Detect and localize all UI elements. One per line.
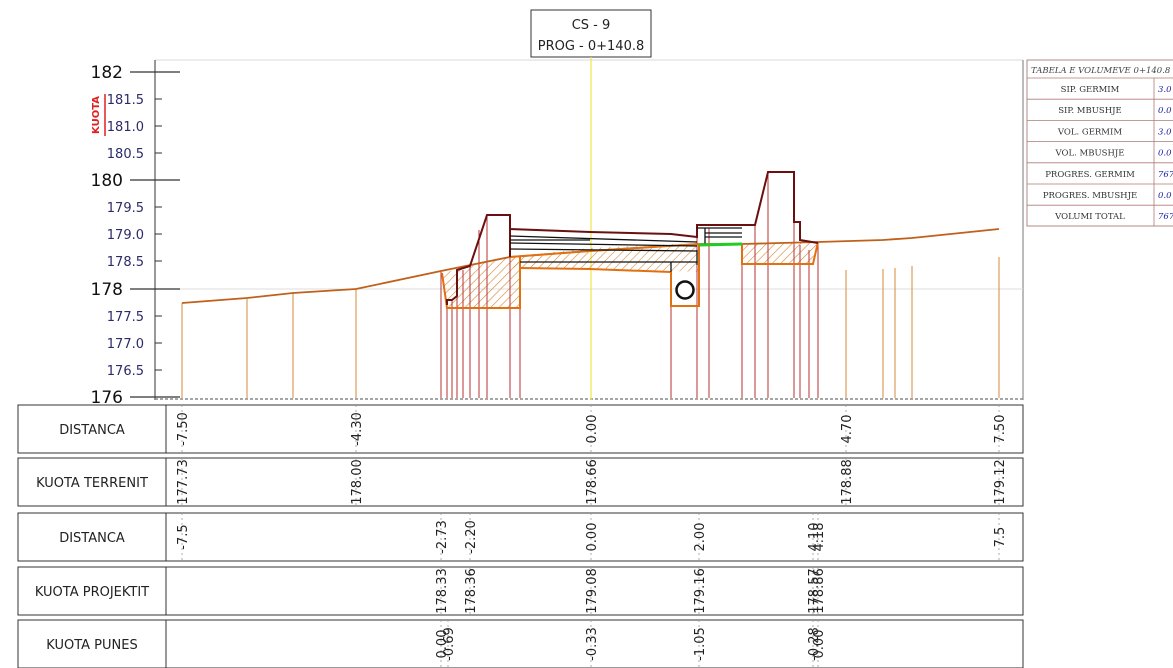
volume-row-value: 3.0 — [1158, 127, 1172, 137]
profile-row-value: -0.33 — [585, 627, 600, 661]
pavement-layers — [509, 227, 742, 272]
profile-row-value: -7.5 — [176, 524, 191, 549]
profile-row: DISTANCA -7.5 -2.73 -2.20 0.00 2.00 4.104.18 7.… — [17, 512, 1024, 562]
profile-row-value: -0.69 — [442, 627, 457, 661]
volume-row-label: PROGRES. GERMIM — [1045, 170, 1135, 180]
profile-row-value: 0.00 — [585, 415, 600, 444]
profile-row-title: DISTANCA — [59, 423, 125, 438]
station-dropdown-lines — [181, 172, 1000, 398]
profile-row-title: DISTANCA — [59, 531, 125, 546]
volume-row-label: SIP. MBUSHJE — [1058, 106, 1122, 116]
profile-row-title: KUOTA PROJEKTIT — [35, 585, 149, 600]
axis-tick-label: 178.5 — [107, 255, 144, 270]
profile-row-value: 178.33 — [435, 568, 450, 614]
volume-row-value: 0.0 — [1158, 191, 1172, 201]
profile-row-value: 4.18 — [812, 523, 827, 552]
profile-row-value: -4.30 — [350, 412, 365, 446]
volume-row-value: 767 — [1158, 212, 1173, 222]
profile-row-value: -2.73 — [435, 520, 450, 554]
volume-row-value: 0.0 — [1158, 106, 1172, 116]
axis-tick-label: 180 — [91, 171, 123, 191]
profile-row-value: -2.20 — [464, 520, 479, 554]
profile-row: KUOTA TERRENIT 177.73 178.00 178.66 178.88 17… — [17, 457, 1024, 507]
green-edge-strip — [698, 242, 743, 247]
volume-row-label: PROGRES. MBUSHJE — [1043, 191, 1137, 201]
profile-row-value: 177.73 — [176, 459, 191, 505]
elevation-axis: 182 181.5 181.0 180.5 180 179.5 179.0 178.5 178 1… — [91, 63, 180, 408]
profile-row-value: 178.36 — [464, 568, 479, 614]
section-header: CS - 9 PROG - 0+140.8 — [530, 9, 652, 58]
axis-tick-label: 179.5 — [107, 201, 144, 216]
volume-row-label: VOLUMI TOTAL — [1054, 212, 1125, 222]
profile-row-value: 0.00 — [585, 523, 600, 552]
axis-title-text: KUOTA — [91, 96, 102, 134]
profile-row: KUOTA PUNES 0.00-0.69 -0.33 -1.05 -0.280.00 — [17, 619, 1024, 668]
profile-row-value: 2.00 — [693, 523, 708, 552]
volume-table-title: TABELA E VOLUMEVE 0+140.8 — [1031, 66, 1171, 76]
axis-tick-label: 182 — [91, 63, 123, 83]
profile-row-value: 0.00 — [812, 630, 827, 659]
profile-row-value: -7.50 — [176, 412, 191, 446]
axis-tick-label: 178 — [91, 280, 123, 300]
profile-row-value: 179.16 — [693, 568, 708, 614]
section-id: CS - 9 — [572, 18, 611, 33]
axis-tick-label: 181.5 — [107, 93, 144, 108]
volume-row-label: VOL. GERMIM — [1057, 127, 1122, 137]
axis-tick-label: 179.0 — [107, 228, 144, 243]
profile-row-value: 178.66 — [585, 459, 600, 505]
volume-table: TABELA E VOLUMEVE 0+140.8 SIP. GERMIM 3.0… — [1026, 59, 1173, 227]
volume-row-label: SIP. GERMIM — [1061, 85, 1120, 95]
volume-row-value: 3.0 — [1158, 85, 1172, 95]
profile-row: KUOTA PROJEKTIT 178.33 178.36 179.08 179.16 1… — [17, 566, 1024, 616]
axis-title: KUOTA — [91, 94, 106, 136]
volume-row-value: 0.0 — [1158, 149, 1172, 159]
axis-tick-label: 177.0 — [107, 337, 144, 352]
profile-row-title: KUOTA PUNES — [46, 638, 137, 653]
volume-row-value: 767 — [1158, 170, 1173, 180]
axis-tick-label: 176 — [91, 388, 123, 408]
profile-row-value: 178.86 — [812, 568, 827, 614]
profile-row-value: 4.70 — [840, 415, 855, 444]
section-chainage: PROG - 0+140.8 — [538, 39, 645, 54]
profile-row-value: 7.50 — [993, 415, 1008, 444]
design-cut-outline — [441, 241, 819, 309]
profile-row-value: -1.05 — [693, 627, 708, 661]
profile-row-value: 179.08 — [585, 568, 600, 614]
profile-row-value: 178.00 — [350, 459, 365, 505]
profile-row-value: 179.12 — [993, 459, 1008, 505]
profile-row-title: KUOTA TERRENIT — [36, 476, 148, 491]
profile-row-value: 7.5 — [993, 527, 1008, 548]
profile-row-value: 0.00 — [435, 630, 450, 659]
plot-frame — [154, 59, 1024, 400]
cut-areas — [442, 242, 818, 308]
profile-row-value: 178.88 — [840, 459, 855, 505]
volume-row-label: VOL. MBUSHJE — [1055, 149, 1125, 159]
profile-row: DISTANCA -7.50 -4.30 0.00 4.70 7.50 — [17, 404, 1024, 454]
axis-tick-label: 180.5 — [107, 147, 144, 162]
profile-data-table: DISTANCA -7.50 -4.30 0.00 4.70 7.50 KUOTA TERR… — [17, 404, 1024, 668]
axis-tick-label: 181.0 — [107, 120, 144, 135]
axis-tick-label: 177.5 — [107, 310, 144, 325]
axis-tick-label: 176.5 — [107, 364, 144, 379]
drainage-pipe-icon — [675, 280, 695, 300]
